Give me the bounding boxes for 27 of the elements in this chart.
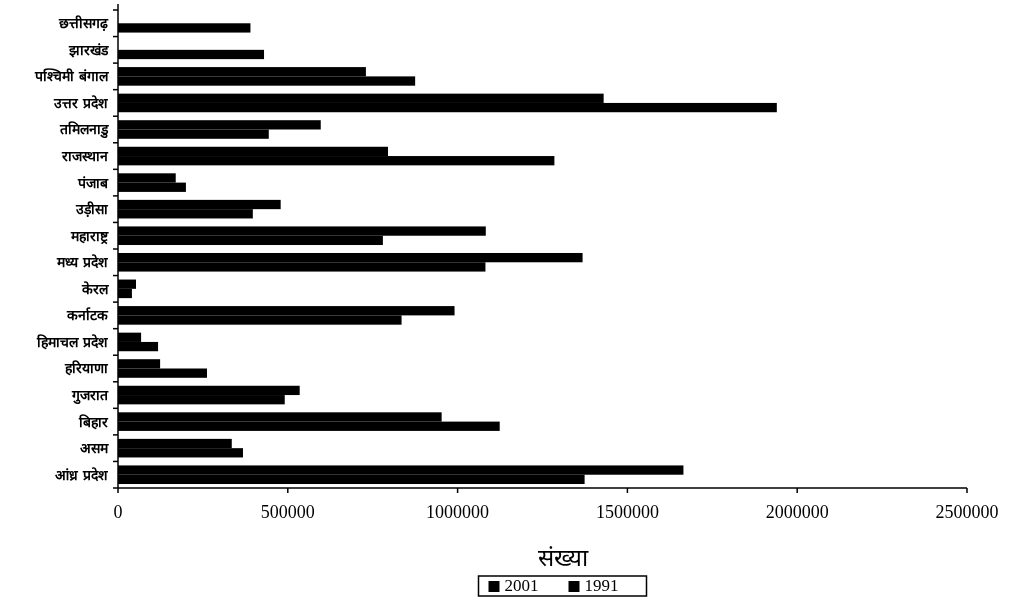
y-tick-label: महाराष्ट्र <box>70 227 109 245</box>
y-tick-label: आंध्र प्रदेश <box>55 466 108 483</box>
x-tick-label: 0 <box>113 502 123 522</box>
y-tick-label: उड़ीसा <box>75 201 109 218</box>
y-tick-label: उत्तर प्रदेश <box>53 94 108 111</box>
y-tick-label: हिमाचल प्रदेश <box>36 333 108 350</box>
y-tick-label: छत्तीसगढ़ <box>58 15 109 32</box>
x-tick-label: 500000 <box>260 502 315 522</box>
y-tick-label: मध्य प्रदेश <box>56 254 108 271</box>
y-tick-label: कर्नाटक <box>66 307 109 324</box>
legend-label: 2001 <box>504 576 539 595</box>
x-tick-label: 1500000 <box>595 502 659 522</box>
y-tick-label: पंजाब <box>77 174 109 191</box>
y-tick-label: हरियाणा <box>64 360 109 377</box>
y-tick-label: झारखंड <box>68 41 109 58</box>
y-tick-label: गुजरात <box>71 386 109 405</box>
y-tick-label: राजस्थान <box>61 147 109 164</box>
y-tick-label: पश्चिमी बंगाल <box>34 68 109 85</box>
x-axis-title: संख्या <box>537 544 589 572</box>
y-tick-label: बिहार <box>78 413 109 430</box>
y-tick-label: तमिलनाडु <box>59 121 109 140</box>
y-tick-label: केरल <box>81 280 109 297</box>
x-tick-label: 2500000 <box>935 502 999 522</box>
x-tick-label: 1000000 <box>426 502 490 522</box>
legend-label: 1991 <box>584 576 619 595</box>
y-tick-label: असम <box>80 440 109 457</box>
x-tick-label: 2000000 <box>765 502 829 522</box>
